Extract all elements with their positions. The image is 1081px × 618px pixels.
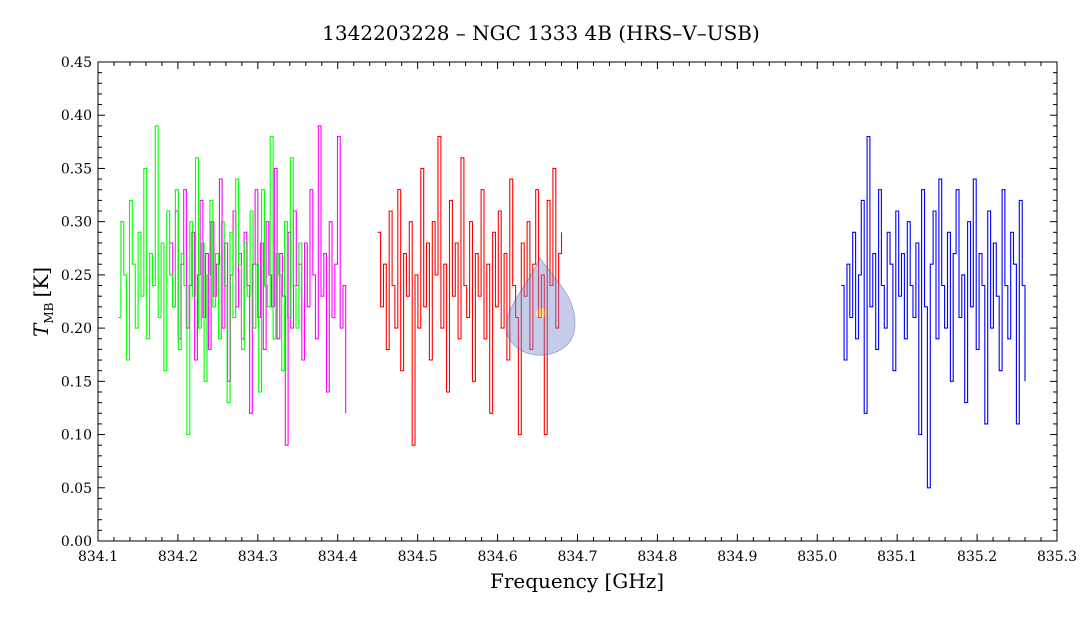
y-tick-label: 0.15: [61, 374, 92, 390]
chart-title: 1342203228 – NGC 1333 4B (HRS–V–USB): [322, 21, 760, 45]
series-layer: [118, 125, 1026, 489]
x-tick-label: 834.1: [78, 549, 118, 565]
x-tick-label: 835.2: [957, 549, 997, 565]
x-tick-label: 834.2: [158, 549, 198, 565]
y-tick-label: 0.00: [61, 534, 92, 550]
y-axis-label-sub: MB: [42, 302, 56, 323]
y-axis-label: TMB [K]: [29, 267, 56, 337]
x-tick-label: 834.6: [478, 549, 518, 565]
x-tick-label: 834.5: [398, 549, 438, 565]
y-tick-label: 0.05: [61, 481, 92, 497]
y-axis-label-main: T: [29, 322, 53, 337]
x-tick-label: 834.9: [717, 549, 757, 565]
x-tick-label: 834.8: [637, 549, 677, 565]
spectrum-series-3: [377, 135, 563, 446]
y-tick-label: 0.10: [61, 428, 92, 444]
spectrum-series-2: [118, 125, 303, 436]
x-tick-label: 835.3: [1037, 549, 1077, 565]
y-tick-label: 0.40: [61, 108, 92, 124]
spectrum-series-1: [169, 125, 347, 446]
x-tick-label: 834.4: [318, 549, 358, 565]
x-tick-label: 834.7: [557, 549, 597, 565]
axes-layer: 834.1 834.2 834.3 834.4 834.5 834.6 834.7 834.8…: [61, 55, 1077, 565]
hifi-watermark-logo: [506, 256, 576, 356]
x-axis-label: Frequency [GHz]: [490, 569, 664, 593]
y-tick-label: 0.25: [61, 268, 92, 284]
y-axis-label-unit: [K]: [29, 267, 53, 298]
x-tick-label: 835.0: [797, 549, 837, 565]
spectrum-series-4: [841, 135, 1026, 489]
y-tick-label: 0.20: [61, 321, 92, 337]
y-tick-label: 0.35: [61, 161, 92, 177]
x-tick-label: 834.3: [238, 549, 278, 565]
x-tick-label: 835.1: [877, 549, 917, 565]
y-tick-label: 0.30: [61, 215, 92, 231]
y-tick-label: 0.45: [61, 55, 92, 71]
